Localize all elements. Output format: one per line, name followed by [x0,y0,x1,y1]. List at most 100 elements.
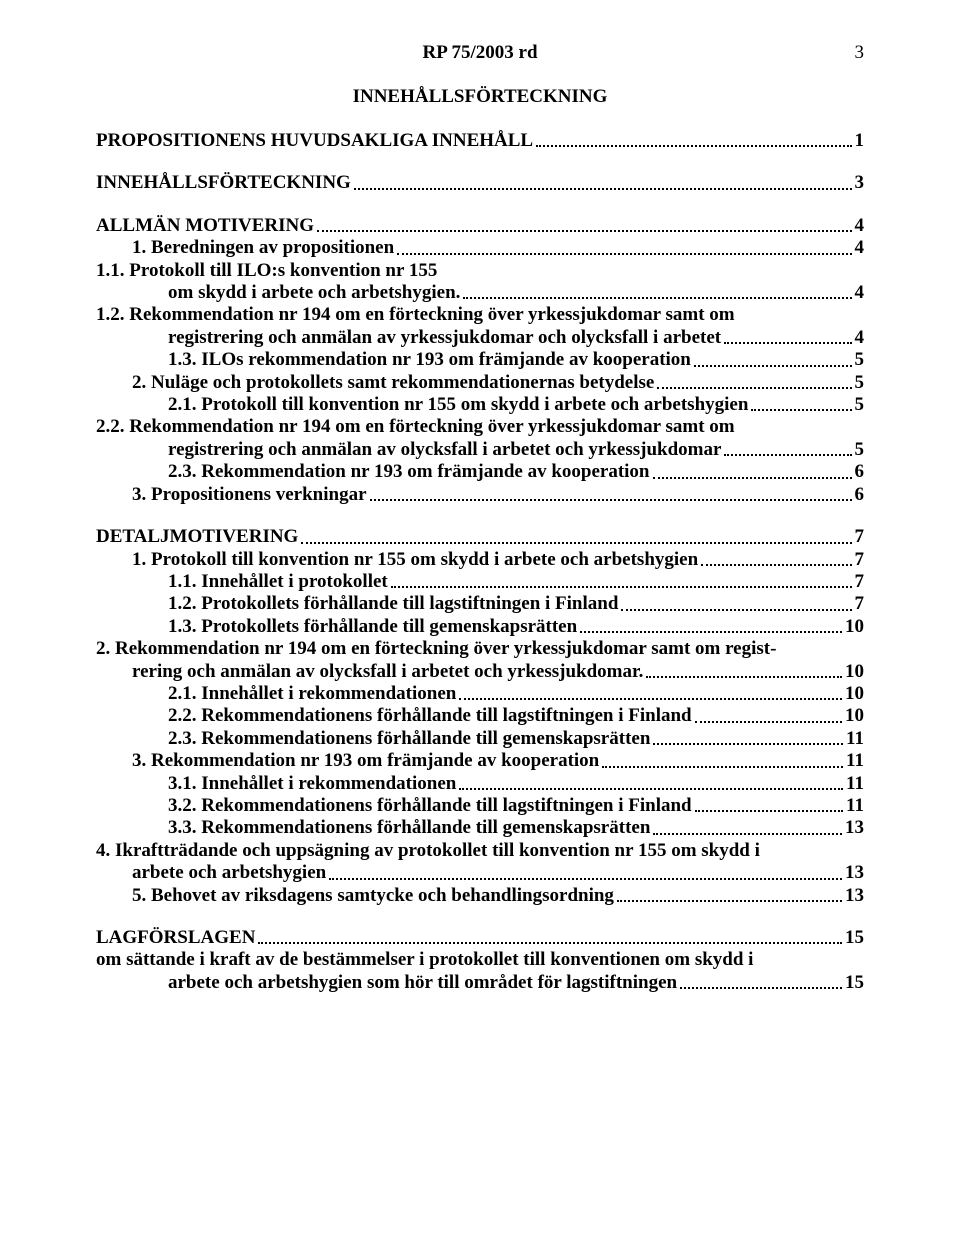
toc-entry-page: 7 [855,593,865,615]
toc-leader-dots [463,296,851,299]
toc-leader-dots [621,608,851,611]
toc-entry-label: 2.3. Rekommendationens förhållande till … [168,728,650,750]
toc-entry-page: 5 [855,349,865,371]
toc-container: PROPOSITIONENS HUVUDSAKLIGA INNEHÅLL1 INN… [96,130,864,994]
toc-entry-page: 13 [845,885,864,907]
page-number: 3 [855,42,865,64]
toc-leader-dots [459,787,843,790]
toc-entry-line2: rering och anmälan av olycksfall i arbet… [132,661,864,683]
toc-entry-page: 10 [845,705,864,727]
toc-entry-page: 3 [855,172,865,194]
toc-leader-dots [329,877,842,880]
toc-leader-dots [317,229,852,232]
toc-entry-label: arbete och arbetshygien som hör till omr… [168,972,677,994]
toc-entry-page: 10 [845,661,864,683]
toc-entry-page: 6 [855,484,865,506]
toc-entry-label: ALLMÄN MOTIVERING [96,215,314,237]
toc-entry-page: 10 [845,616,864,638]
toc-entry-wrap: 2.2. Rekommendation nr 194 om en förteck… [96,416,864,438]
toc-entry: registrering och anmälan av olycksfall i… [168,439,864,461]
toc-entry-page: 7 [855,549,865,571]
toc-entry: 1.1. Innehållet i protokollet 7 [168,571,864,593]
toc-entry: PROPOSITIONENS HUVUDSAKLIGA INNEHÅLL1 [96,130,864,152]
toc-entry: 2. Nuläge och protokollets samt rekommen… [132,372,864,394]
toc-leader-dots [258,941,842,944]
toc-entry-label: registrering och anmälan av yrkessjukdom… [168,327,721,349]
toc-entry-page: 4 [855,327,865,349]
toc-entry-label: 2.1. Innehållet i rekommendationen [168,683,456,705]
toc-entry-page: 5 [855,372,865,394]
toc-entry-page: 4 [855,282,865,304]
toc-entry-page: 15 [845,972,864,994]
toc-entry-line1: 1.1. Protokoll till ILO:s konvention nr … [96,260,864,282]
toc-entry: 2.1. Innehållet i rekommendationen 10 [168,683,864,705]
toc-leader-dots [397,252,851,255]
toc-entry-page: 11 [846,750,864,772]
toc-entry-label: 3.1. Innehållet i rekommendationen [168,773,456,795]
toc-entry-label: 2.1. Protokoll till konvention nr 155 om… [168,394,748,416]
toc-entry-label: 3. Rekommendation nr 193 om främjande av… [132,750,599,772]
toc-entry-page: 6 [855,461,865,483]
toc-entry-label: DETALJMOTIVERING [96,526,298,548]
toc-entry: registrering och anmälan av yrkessjukdom… [168,327,864,349]
toc-entry: 3. Rekommendation nr 193 om främjande av… [132,750,864,772]
toc-entry-page: 7 [855,526,865,548]
toc-entry-page: 5 [855,394,865,416]
toc-entry: 2.1. Protokoll till konvention nr 155 om… [168,394,864,416]
toc-entry-page: 15 [845,927,864,949]
toc-entry-page: 13 [845,817,864,839]
toc-entry-line1: 2. Rekommendation nr 194 om en förteckni… [96,638,864,660]
toc-entry-page: 4 [855,215,865,237]
toc-leader-dots [602,765,843,768]
toc-entry-label: 1. Beredningen av propositionen [132,237,394,259]
toc-leader-dots [657,386,851,389]
toc-leader-dots [695,720,842,723]
toc-entry: ALLMÄN MOTIVERING 4 [96,215,864,237]
toc-entry-page: 11 [846,795,864,817]
toc-entry-label: 1.1. Innehållet i protokollet [168,571,388,593]
toc-entry-label: 1.3. ILOs rekommendation nr 193 om främj… [168,349,691,371]
toc-entry: 1. Protokoll till konvention nr 155 om s… [132,549,864,571]
toc-entry-label: 2. Nuläge och protokollets samt rekommen… [132,372,654,394]
toc-entry-page: 10 [845,683,864,705]
toc-leader-dots [653,476,852,479]
toc-leader-dots [653,742,843,745]
toc-leader-dots [653,832,842,835]
toc-entry: 5. Behovet av riksdagens samtycke och be… [132,885,864,907]
toc-leader-dots [459,697,842,700]
document-page: RP 75/2003 rd 3 INNEHÅLLSFÖRTECKNING PRO… [0,0,960,1233]
toc-entry-page: 13 [845,862,864,884]
toc-entry-label: LAGFÖRSLAGEN [96,927,255,949]
toc-entry-wrap: 4. Ikraftträdande och uppsägning av prot… [96,840,864,862]
toc-entry: 1.3. ILOs rekommendation nr 193 om främj… [168,349,864,371]
toc-entry-page: 7 [855,571,865,593]
toc-entry-page: 11 [846,728,864,750]
toc-entry-page: 5 [855,439,865,461]
toc-leader-dots [354,187,852,190]
toc-entry-label: 1.2. Protokollets förhållande till lagst… [168,593,618,615]
toc-entry-label: 3. Propositionens verkningar [132,484,367,506]
toc-leader-dots [701,563,851,566]
toc-leader-dots [391,585,852,588]
toc-leader-dots [536,144,851,147]
doc-header: RP 75/2003 rd [96,42,864,64]
toc-entry-wrap: om sättande i kraft av de bestämmelser i… [96,949,864,971]
toc-entry-line2: om skydd i arbete och arbetshygien.4 [168,282,864,304]
toc-leader-dots [751,408,851,411]
toc-entry-label: rering och anmälan av olycksfall i arbet… [132,661,643,683]
toc-leader-dots [301,541,851,544]
toc-entry-label: registrering och anmälan av olycksfall i… [168,439,721,461]
toc-entry: 2.3. Rekommendationens förhållande till … [168,728,864,750]
toc-entry-label: arbete och arbetshygien [132,862,326,884]
toc-entry: INNEHÅLLSFÖRTECKNING 3 [96,172,864,194]
toc-leader-dots [680,986,842,989]
toc-entry: 2.2. Rekommendationens förhållande till … [168,705,864,727]
toc-leader-dots [695,809,843,812]
toc-entry-wrap: 1.2. Rekommendation nr 194 om en förteck… [96,304,864,326]
toc-entry: arbete och arbetshygien 13 [132,862,864,884]
toc-entry: 1. Beredningen av propositionen4 [132,237,864,259]
toc-entry: 1.3. Protokollets förhållande till gemen… [168,616,864,638]
toc-entry-label: 2.3. Rekommendation nr 193 om främjande … [168,461,650,483]
toc-entry-label: INNEHÅLLSFÖRTECKNING [96,172,351,194]
toc-entry: DETALJMOTIVERING 7 [96,526,864,548]
